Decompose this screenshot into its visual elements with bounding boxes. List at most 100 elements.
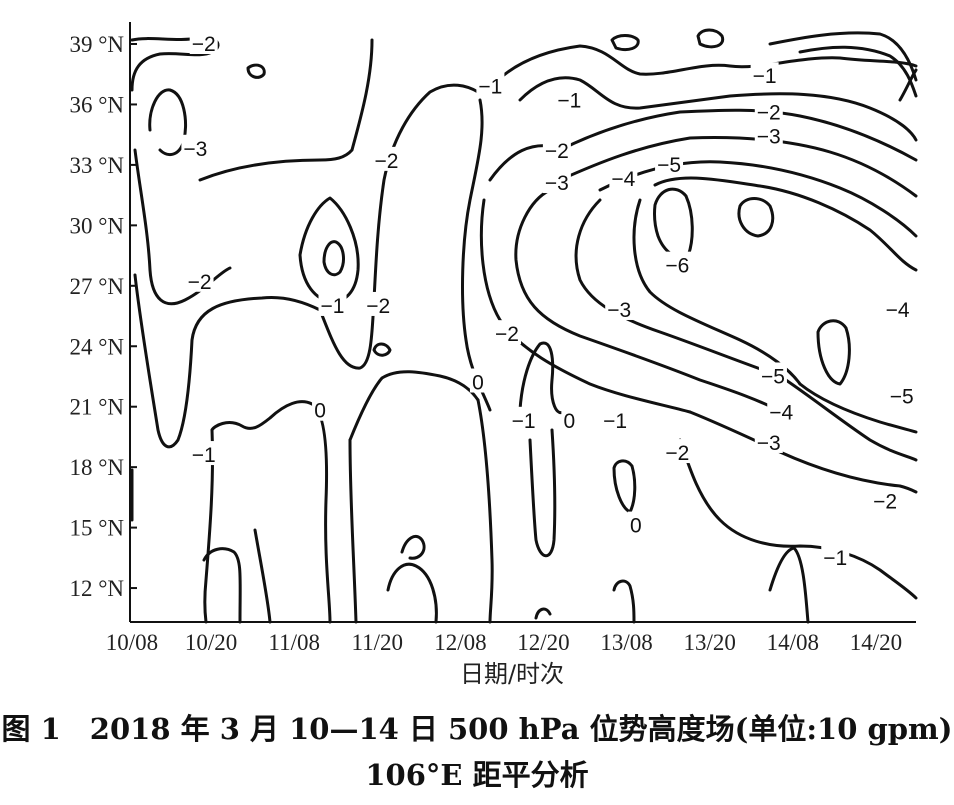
contour-line: [632, 198, 802, 386]
contour-label: −1: [557, 89, 581, 112]
contour-label-bg: [883, 295, 912, 320]
contour-label: −1: [753, 65, 777, 88]
y-tick-label: 18 °N: [69, 455, 124, 480]
contour-label-bg: [754, 428, 783, 453]
contour-line: [479, 144, 692, 414]
contour-line: [386, 562, 438, 624]
contour-line: [318, 83, 480, 370]
contour-line: [678, 438, 918, 600]
x-tick-label: 10/20: [185, 630, 237, 655]
contour-lines: [130, 28, 918, 624]
contour-labels: −2−3−2−1−2−1 −20−1−10−2−3 −4−5−6−3−2−1 0 −1−…: [181, 30, 916, 570]
contour-line: [202, 547, 242, 624]
contour-label: −2: [495, 323, 519, 346]
contour-label-bg: [627, 511, 644, 536]
contour-label: −2: [665, 442, 689, 465]
contour-line: [612, 579, 636, 624]
contour-line: [518, 76, 918, 142]
contour-line: [688, 410, 918, 494]
contour-line: [574, 198, 782, 378]
contour-label-bg: [609, 165, 638, 190]
contour-label: −3: [757, 432, 781, 455]
contour-line: [696, 28, 725, 49]
contour-line: [400, 535, 426, 560]
contour-line: [558, 136, 918, 198]
contour-label-bg: [663, 439, 692, 464]
x-tick-label: 13/08: [600, 630, 652, 655]
contour-line: [798, 45, 918, 98]
contour-line: [496, 44, 918, 82]
contour-line: [210, 400, 332, 624]
x-axis-ticks: 10/08 10/20 11/08 11/20 12/08 12/20 13/08 13/20…: [106, 630, 902, 655]
contour-line: [246, 63, 266, 79]
contour-label-bg: [754, 98, 783, 123]
contour-line: [322, 240, 345, 277]
contour-label: −4: [886, 299, 910, 322]
contour-label: −5: [761, 365, 785, 388]
contour-label-bg: [185, 267, 214, 292]
y-tick-label: 27 °N: [69, 274, 124, 299]
contour-line: [737, 197, 775, 238]
contour-line: [898, 68, 918, 102]
x-tick-label: 13/20: [684, 630, 736, 655]
contour-label: −2: [188, 271, 212, 294]
contour-label: −4: [769, 402, 793, 425]
contour-chart: 39 °N 36 °N 33 °N 30 °N 27 °N 24 °N 21 °N 18 °N…: [69, 22, 918, 688]
contour-label-bg: [542, 136, 571, 161]
contour-line: [133, 273, 322, 449]
x-axis-title: 日期/时次: [460, 660, 564, 688]
contour-label: −2: [757, 102, 781, 125]
x-tick-label: 14/20: [850, 630, 902, 655]
contour-label: −1: [478, 75, 502, 98]
contour-label: −2: [375, 150, 399, 173]
contour-line: [768, 546, 810, 624]
contour-line: [348, 438, 358, 624]
contour-label: 0: [472, 372, 484, 395]
contour-line: [476, 398, 494, 624]
contour-label: −5: [657, 154, 681, 177]
contour-line: [253, 528, 272, 624]
contour-label-bg: [754, 122, 783, 147]
x-tick-label: 11/08: [268, 630, 320, 655]
contour-label-bg: [887, 382, 916, 407]
contour-label-bg: [181, 134, 210, 159]
contour-label: −1: [823, 547, 847, 570]
contour-label: −3: [757, 126, 781, 149]
contour-label-bg: [605, 295, 634, 320]
contour-label: −3: [545, 172, 569, 195]
contour-label-bg: [758, 362, 787, 387]
contour-line: [148, 88, 187, 157]
contour-label: 0: [564, 410, 576, 433]
contour-line: [198, 38, 374, 182]
contour-label-bg: [555, 86, 584, 111]
y-tick-label: 12 °N: [69, 576, 124, 601]
contour-line: [348, 370, 480, 442]
contour-line: [778, 374, 918, 462]
contour-line: [558, 108, 918, 162]
contour-line: [653, 176, 918, 272]
contour-label-bg: [871, 487, 900, 512]
contour-label: 0: [314, 400, 326, 423]
contour-line: [372, 342, 392, 357]
contour-line: [652, 187, 694, 260]
caption-line-1: 图 1 2018 年 3 月 10—14 日 500 hPa 位势高度场(单位:…: [1, 712, 953, 746]
y-tick-label: 36 °N: [69, 92, 124, 117]
contour-label: −5: [890, 386, 914, 409]
contour-line: [298, 196, 360, 304]
contour-label: −4: [611, 168, 635, 191]
x-tick-label: 10/08: [106, 630, 158, 655]
contour-label-bg: [476, 72, 505, 97]
contour-label-bg: [469, 368, 486, 393]
contour-label: −6: [665, 255, 689, 278]
contour-line: [518, 341, 568, 414]
y-tick-label: 39 °N: [69, 32, 124, 57]
contour-line: [203, 428, 215, 624]
y-tick-label: 24 °N: [69, 334, 124, 359]
contour-line: [461, 98, 492, 412]
x-tick-label: 12/20: [517, 630, 569, 655]
contour-line: [768, 31, 918, 82]
contour-label-bg: [601, 406, 630, 431]
y-axis-ticks: 39 °N 36 °N 33 °N 30 °N 27 °N 24 °N 21 °N 18 °N…: [69, 32, 137, 601]
contour-label-bg: [750, 62, 779, 87]
contour-label-bg: [318, 291, 347, 316]
